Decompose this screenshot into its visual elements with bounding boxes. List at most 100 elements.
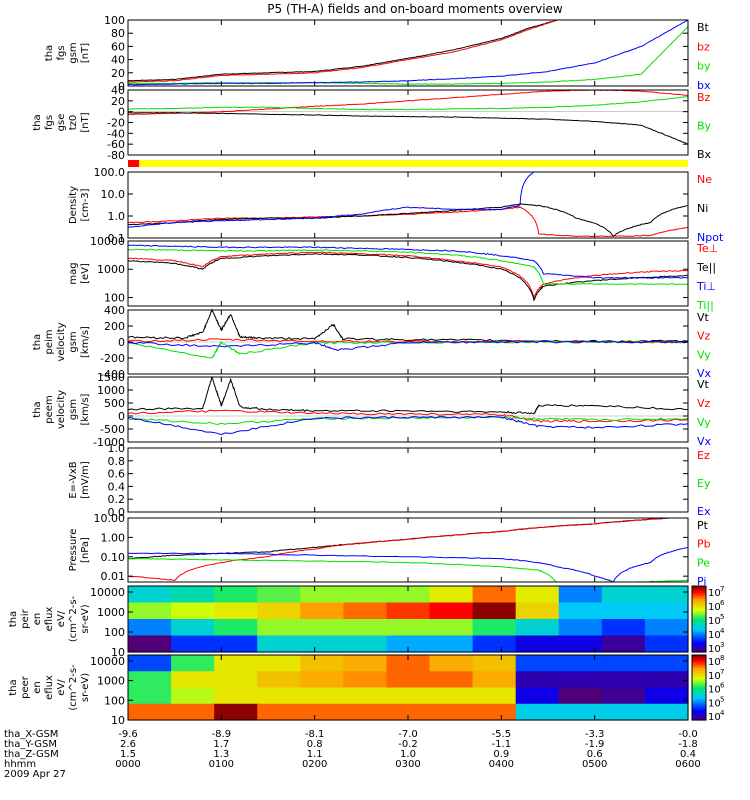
y-tick-label: 100 (104, 291, 125, 304)
heatmap-cell (644, 655, 689, 672)
colorbar-swatch (692, 599, 706, 602)
heatmap-cell (300, 687, 344, 705)
series-line-bz (127, 19, 558, 83)
y-tick-label: 10000 (90, 586, 125, 599)
series-line-vz (127, 409, 689, 423)
colorbar-swatch (692, 697, 706, 700)
footer-group: tha_X-GSM -9.6 -8.9 -8.1 -7.0 -5.5 -3.3 -0.0 tha… (4, 729, 701, 780)
figure-title: P5 (TH-A) fields and on-board moments ov… (267, 2, 563, 16)
y-axis-label: [nPa] (80, 537, 91, 563)
heatmap-cell (429, 671, 474, 689)
y-axis-label: tha (32, 401, 43, 417)
colorbar-swatch (692, 689, 706, 692)
series-line-npot (127, 171, 535, 228)
y-tick-label: 10.00 (94, 512, 126, 525)
colorbar-swatch (692, 587, 706, 590)
heatmap-cell (386, 671, 431, 689)
y-tick-label: 40 (111, 54, 125, 67)
heatmap-cell (128, 703, 172, 721)
heatmap-cell (515, 687, 560, 705)
heatmap-cell (644, 687, 689, 705)
series-line-ne (127, 206, 689, 238)
legend-entry: Vz (697, 397, 711, 410)
colorbar-swatch (692, 625, 706, 628)
y-tick-label: 500 (104, 397, 125, 410)
colorbar-tick-label: 10 (708, 630, 721, 641)
y-axis-label: [km/s] (80, 393, 91, 425)
colorbar-swatch (692, 677, 706, 680)
colorbar-swatch (692, 692, 706, 695)
y-axis-label: eV/ (56, 679, 67, 696)
y-tick-label: 1.0 (108, 210, 126, 223)
heatmap-cell (257, 635, 301, 653)
legend-entry: Ti⊥ (696, 280, 716, 293)
heatmap-cell (343, 687, 388, 705)
colorbar-tick-exponent: 8 (720, 654, 724, 662)
legend-entry: Ne (697, 173, 712, 186)
legend-entry: Vt (697, 311, 710, 324)
heatmap-cell (214, 703, 258, 721)
colorbar-swatch (692, 609, 706, 612)
heatmap-cell (515, 586, 560, 604)
colorbar-swatch (692, 666, 706, 669)
heatmap-cell (472, 687, 517, 705)
colorbar-swatch (692, 615, 706, 618)
heatmap-cell (515, 671, 560, 689)
heatmap-cell (429, 619, 474, 637)
heatmap-cell (300, 619, 344, 637)
colorbar-swatch (692, 676, 706, 679)
panel-5: 400 200 0 -200 -400 tha peim velocity gsm [km/s] V… (32, 304, 712, 381)
heatmap-cell (300, 671, 344, 689)
y-axis-label: tha (8, 611, 19, 627)
heatmap-cell (214, 619, 258, 637)
y-axis-label: sr-eV) (80, 673, 91, 702)
y-axis-label: Pressure (68, 529, 79, 572)
colorbar-swatch (692, 633, 706, 637)
colorbar-swatch (692, 700, 706, 703)
panel-3: 100.0 10.0 1.0 0.1 Density [cm-3] Ne Ni Npot (68, 166, 724, 245)
footer-value: 0300 (395, 759, 420, 770)
colorbar-swatch (692, 718, 706, 721)
legend-entry: Pb (697, 538, 711, 551)
heatmap-cell (558, 619, 603, 637)
heatmap-cell (214, 687, 258, 705)
y-tick-label: 10000 (90, 655, 125, 668)
y-tick-label: -40 (107, 127, 125, 140)
heatmap-cell (472, 635, 517, 653)
colorbar-swatch (692, 695, 706, 698)
colorbar-swatch (692, 708, 706, 711)
y-tick-label: 0.8 (108, 455, 126, 468)
colorbar-swatch (692, 661, 706, 664)
heatmap-cell (386, 687, 431, 705)
heatmap-cell (601, 655, 646, 672)
heatmap-cell (257, 655, 301, 672)
y-axis-label: (cm^2-s- (68, 664, 79, 711)
heatmap-cell (300, 602, 344, 620)
heatmap-cell (343, 671, 388, 689)
legend-entry: by (697, 60, 711, 73)
colorbar-swatch (692, 690, 706, 693)
footer-value: -3.3 (585, 729, 605, 740)
y-tick-label: 10 (111, 714, 125, 727)
footer-value: -8.1 (305, 729, 325, 740)
legend-entry: Te⊥ (696, 242, 718, 255)
legend-entry: bz (697, 40, 710, 53)
heatmap-cell (429, 655, 474, 672)
panel-frame (127, 517, 689, 583)
y-axis-label: [mV/m] (80, 461, 91, 499)
colorbar-tick-label: 10 (708, 685, 721, 696)
y-tick-label: 1000 (97, 263, 125, 276)
heatmap-cell (644, 635, 689, 653)
colorbar-tick-label: 10 (708, 644, 721, 655)
legend-entry: Pt (697, 519, 709, 532)
colorbar-swatch (692, 702, 706, 705)
y-tick-label: 1500 (97, 371, 125, 384)
footer-value: 0400 (489, 759, 514, 770)
y-tick-label: 40 (111, 84, 125, 97)
heatmap-cell (429, 602, 474, 620)
y-axis-label: sr-eV) (80, 604, 91, 633)
heatmap-cell (515, 619, 560, 637)
heatmap-cell (644, 586, 689, 604)
